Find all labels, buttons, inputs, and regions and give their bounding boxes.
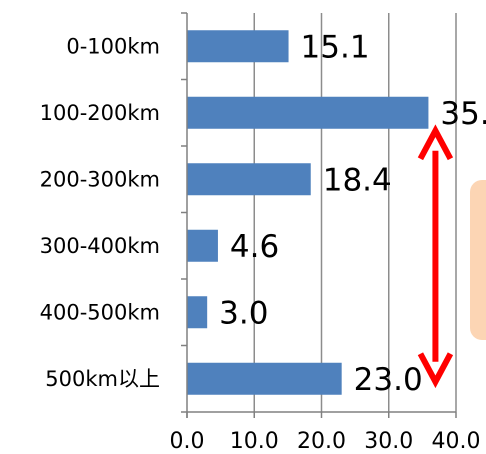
arrow-head-bottom xyxy=(417,352,454,389)
callout-box xyxy=(470,180,486,340)
arrow-head-top xyxy=(417,124,454,161)
gridlines xyxy=(253,13,457,412)
x-tick-label-0: 0.0 xyxy=(170,429,205,454)
data-label-4: 3.0 xyxy=(219,295,268,331)
bar-0 xyxy=(187,30,289,63)
x-tick-label-3: 30.0 xyxy=(364,429,413,454)
category-labels: 0-100km 100-200km 200-300km 300-400km 400-50… xyxy=(40,34,160,391)
data-labels: 15.1 35. 18.4 4.6 3.0 23.0 xyxy=(219,29,486,398)
x-tick-label-2: 20.0 xyxy=(297,429,346,454)
data-label-1: 35. xyxy=(440,96,486,132)
bar-2 xyxy=(187,163,311,196)
category-label-1: 100-200km xyxy=(40,101,160,125)
data-label-2: 18.4 xyxy=(323,162,392,198)
category-label-3: 300-400km xyxy=(40,234,160,258)
x-tick-label-4: 40.0 xyxy=(432,429,481,454)
category-label-4: 400-500km xyxy=(40,300,160,324)
data-label-0: 15.1 xyxy=(301,29,370,65)
bar-4 xyxy=(187,296,208,329)
double-arrow-annotation xyxy=(417,124,454,389)
category-label-0: 0-100km xyxy=(66,34,160,58)
y-axis-ticks xyxy=(181,12,457,418)
bar-5 xyxy=(187,362,342,395)
category-label-5: 500km以上 xyxy=(45,367,160,391)
category-label-2: 200-300km xyxy=(40,167,160,191)
data-label-5: 23.0 xyxy=(354,362,423,398)
bar-1 xyxy=(187,96,429,129)
data-label-3: 4.6 xyxy=(230,229,279,265)
x-tick-labels: 0.0 10.0 20.0 30.0 40.0 xyxy=(170,429,481,454)
x-tick-label-1: 10.0 xyxy=(230,429,279,454)
bar-3 xyxy=(187,229,218,262)
bars xyxy=(187,30,429,395)
